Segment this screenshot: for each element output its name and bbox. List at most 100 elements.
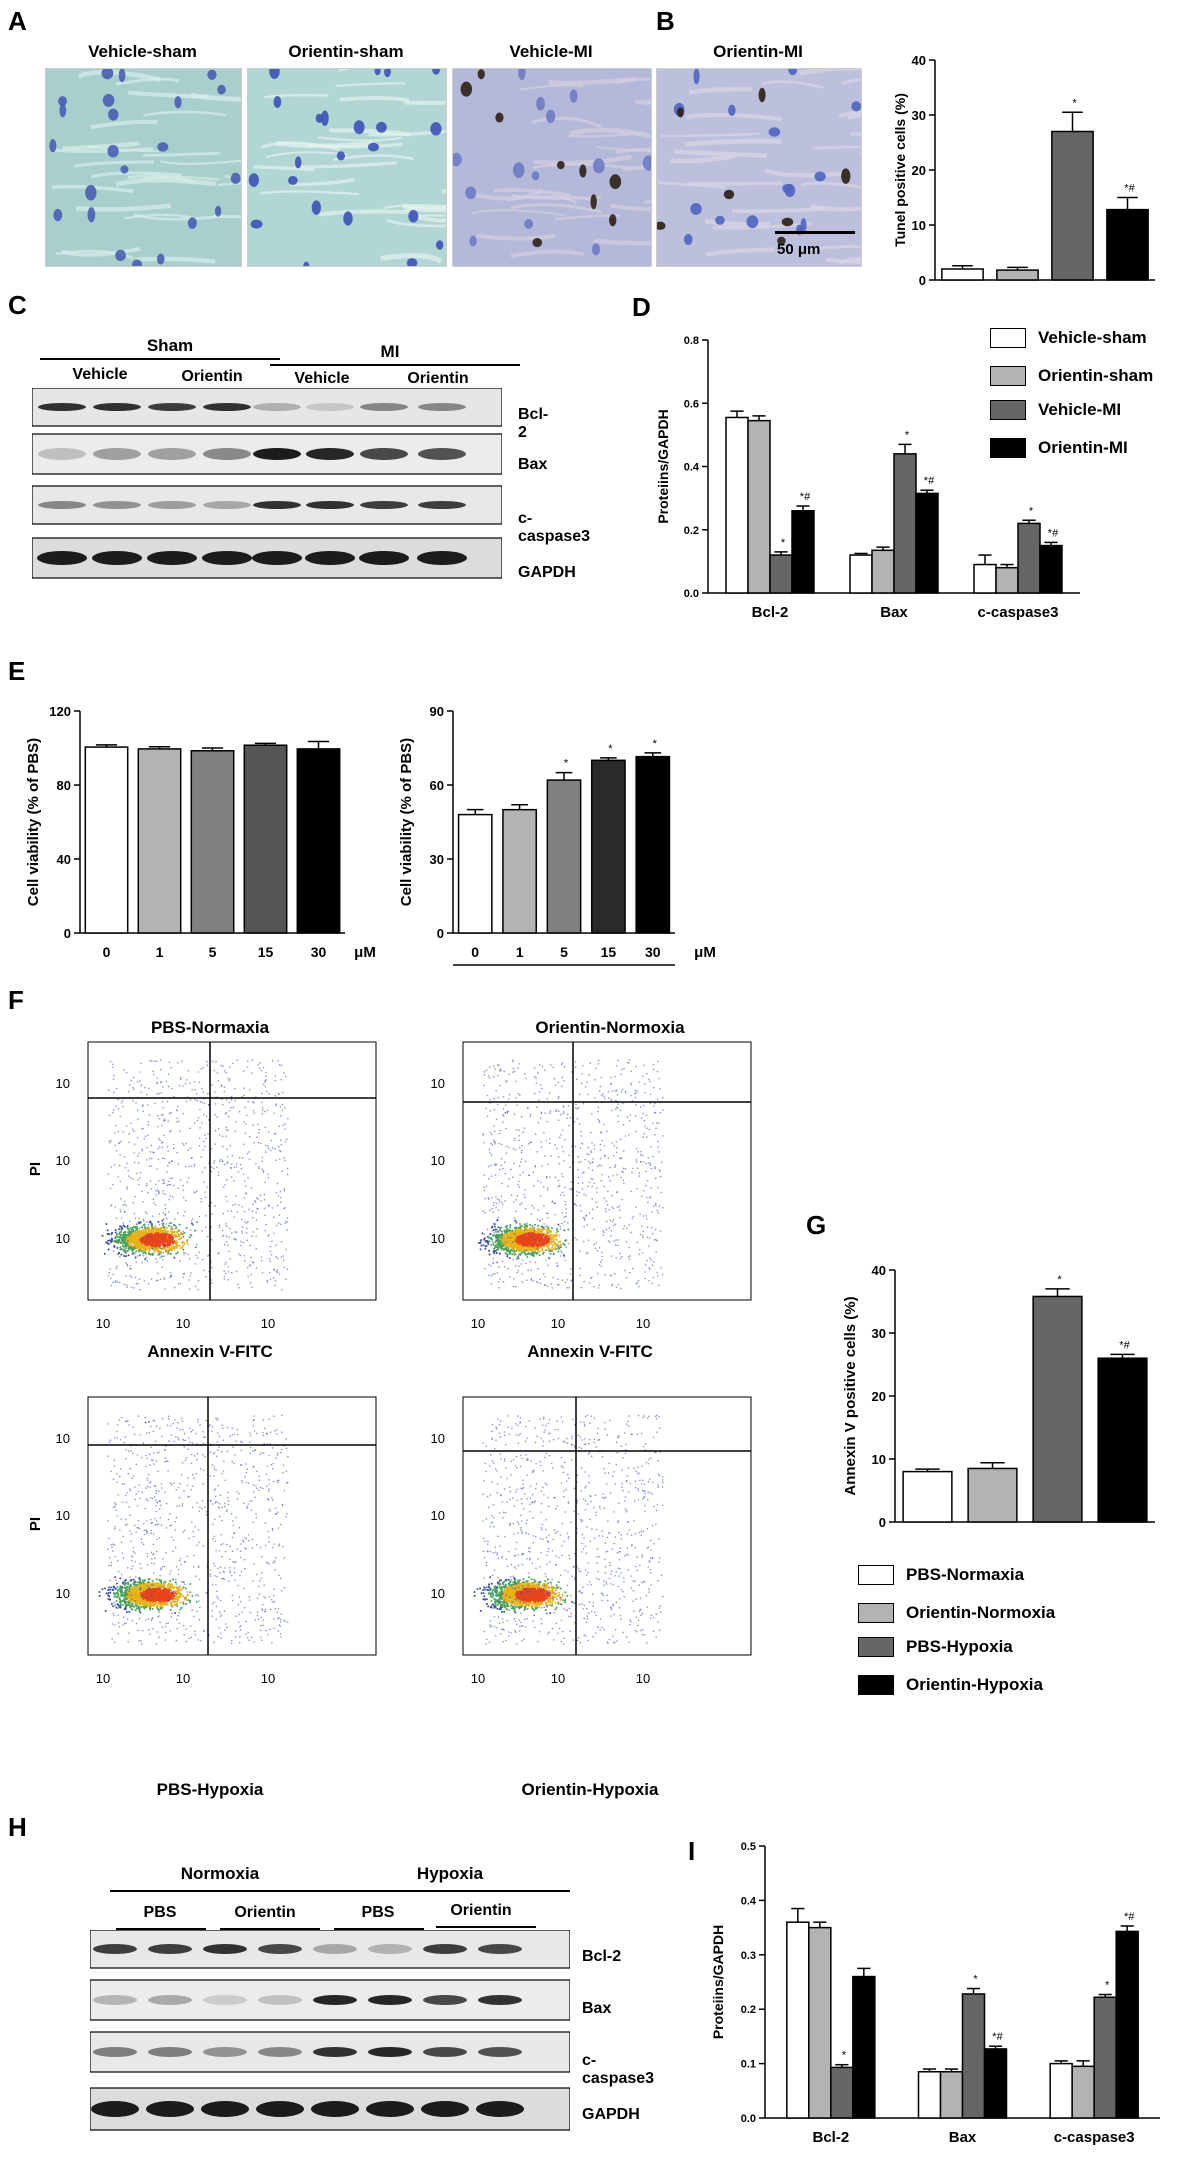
y-tick-label: 0.5 [741, 1841, 756, 1853]
panel-label-b: B [656, 6, 675, 36]
significance-mark: * [564, 758, 569, 770]
x-tick-label: 1 [156, 944, 164, 960]
bar [917, 2071, 942, 2119]
blot-band [478, 2047, 522, 2057]
blot-band [306, 403, 354, 411]
flow-title-3: PBS-Hypoxia [156, 1780, 264, 1799]
x-tick-label: 10 [261, 1316, 275, 1331]
y-tick-label: 60 [430, 778, 444, 793]
blot-band [360, 448, 408, 460]
y-tick-label: 20 [912, 163, 926, 178]
bar [1039, 544, 1063, 594]
legend-item-orientin-normoxia: Orientin-Normoxia [858, 1603, 1055, 1623]
blot-c-group-mi: MI [380, 342, 400, 361]
blot-band [366, 2101, 414, 2117]
bar [830, 2066, 854, 2119]
x-tick-label: 10 [261, 1671, 275, 1685]
blot-band [256, 2101, 304, 2117]
y-tick-label: 0 [879, 1515, 886, 1530]
bar [791, 510, 815, 594]
x-tick-label: c-caspase3 [978, 604, 1059, 621]
bar [902, 1470, 953, 1523]
legend-item-orientin-mi: Orientin-MI [990, 438, 1128, 458]
micrograph-title-2: Orientin-sham [288, 42, 404, 61]
bar [849, 554, 873, 594]
micrograph-title-4: Orientin-MI [713, 42, 803, 61]
x-tick-label: 5 [209, 944, 217, 960]
y-axis-label: Proteiins/GAPDH [710, 1925, 726, 2039]
blot-h-sub-4: Orientin [450, 1902, 512, 1919]
blot-band [37, 551, 87, 565]
blot-band [306, 448, 354, 460]
x-tick-label: Bcl-2 [812, 2129, 849, 2146]
significance-mark: * [653, 738, 658, 750]
significance-mark: * [1072, 97, 1077, 109]
significance-mark: *# [1124, 1911, 1135, 1923]
x-tick-label: Bax [880, 604, 908, 621]
chart-g-annexin: 0 10 20 30 40 Annexin V positive cells (%) * *# [842, 1263, 1155, 1530]
blot-band [148, 1995, 192, 2005]
bar [996, 269, 1039, 281]
blot-band [421, 2101, 469, 2117]
blot-band [147, 551, 197, 565]
western-blot-h: Normoxia Hypoxia PBS Orientin PBS Orient… [80, 1860, 654, 2150]
bar [871, 549, 895, 594]
scale-bar [775, 231, 855, 234]
y-tick-label: 0.2 [684, 525, 699, 537]
bar [983, 2048, 1008, 2119]
bar [457, 813, 493, 934]
significance-mark: * [973, 1974, 978, 1986]
y-tick-label: 40 [57, 852, 71, 867]
micrograph-title-3: Vehicle-MI [509, 42, 593, 61]
blot-band [258, 2047, 302, 2057]
blot-band [418, 501, 466, 509]
bar [84, 746, 129, 934]
blot-band [311, 2101, 359, 2117]
bar [635, 755, 671, 934]
legend-item-orientin-hypoxia: Orientin-Hypoxia [858, 1675, 1043, 1695]
blot-band [418, 448, 466, 460]
blot-band [148, 2047, 192, 2057]
x-tick-label: 0 [103, 944, 111, 960]
blot-band [148, 501, 196, 509]
blot-band [93, 403, 141, 411]
blot-band [313, 1944, 357, 1954]
bar [995, 566, 1019, 594]
bar [137, 748, 182, 934]
bar [1049, 2062, 1073, 2119]
blot-band [203, 448, 251, 460]
blot-band [305, 551, 355, 565]
bar [1051, 130, 1094, 281]
x-tick-label: 10 [96, 1671, 110, 1685]
y-axis-label: PI [27, 1517, 44, 1531]
blot-h-sub-1: PBS [143, 1904, 177, 1921]
blot-band [93, 1944, 137, 1954]
y-tick-label: 0 [919, 273, 926, 288]
blot-band [203, 2047, 247, 2057]
legend-item-pbs-hypoxia: PBS-Hypoxia [858, 1637, 1013, 1657]
y-axis-label: Cell viability (% of PBS) [25, 738, 42, 906]
significance-mark: * [781, 537, 786, 549]
blot-band [359, 551, 409, 565]
significance-mark: * [1057, 1274, 1062, 1286]
blot-c-label-bcl2: Bcl-2 [518, 406, 549, 441]
blot-band [203, 1995, 247, 2005]
x-tick-label: Bcl-2 [752, 604, 789, 621]
blot-c-label-bax: Bax [518, 456, 548, 473]
micrograph-title-1: Vehicle-sham [88, 42, 197, 61]
y-tick-label: 30 [912, 108, 926, 123]
bar [243, 744, 288, 934]
y-tick-label: 0.8 [684, 335, 699, 347]
x-tick-label: 10 [551, 1671, 565, 1685]
micrograph-vehicle-mi [452, 68, 652, 267]
blot-h-label-gapdh: GAPDH [582, 2106, 640, 2123]
blot-band [360, 403, 408, 411]
bar [190, 750, 235, 934]
bar [915, 492, 939, 594]
y-tick-label: 0.2 [741, 2004, 756, 2016]
blot-band [253, 448, 301, 460]
blot-band [423, 2047, 467, 2057]
blot-band [201, 2101, 249, 2117]
x-tick-label: 10 [176, 1316, 190, 1331]
y-tick-label: 0.1 [741, 2059, 756, 2071]
